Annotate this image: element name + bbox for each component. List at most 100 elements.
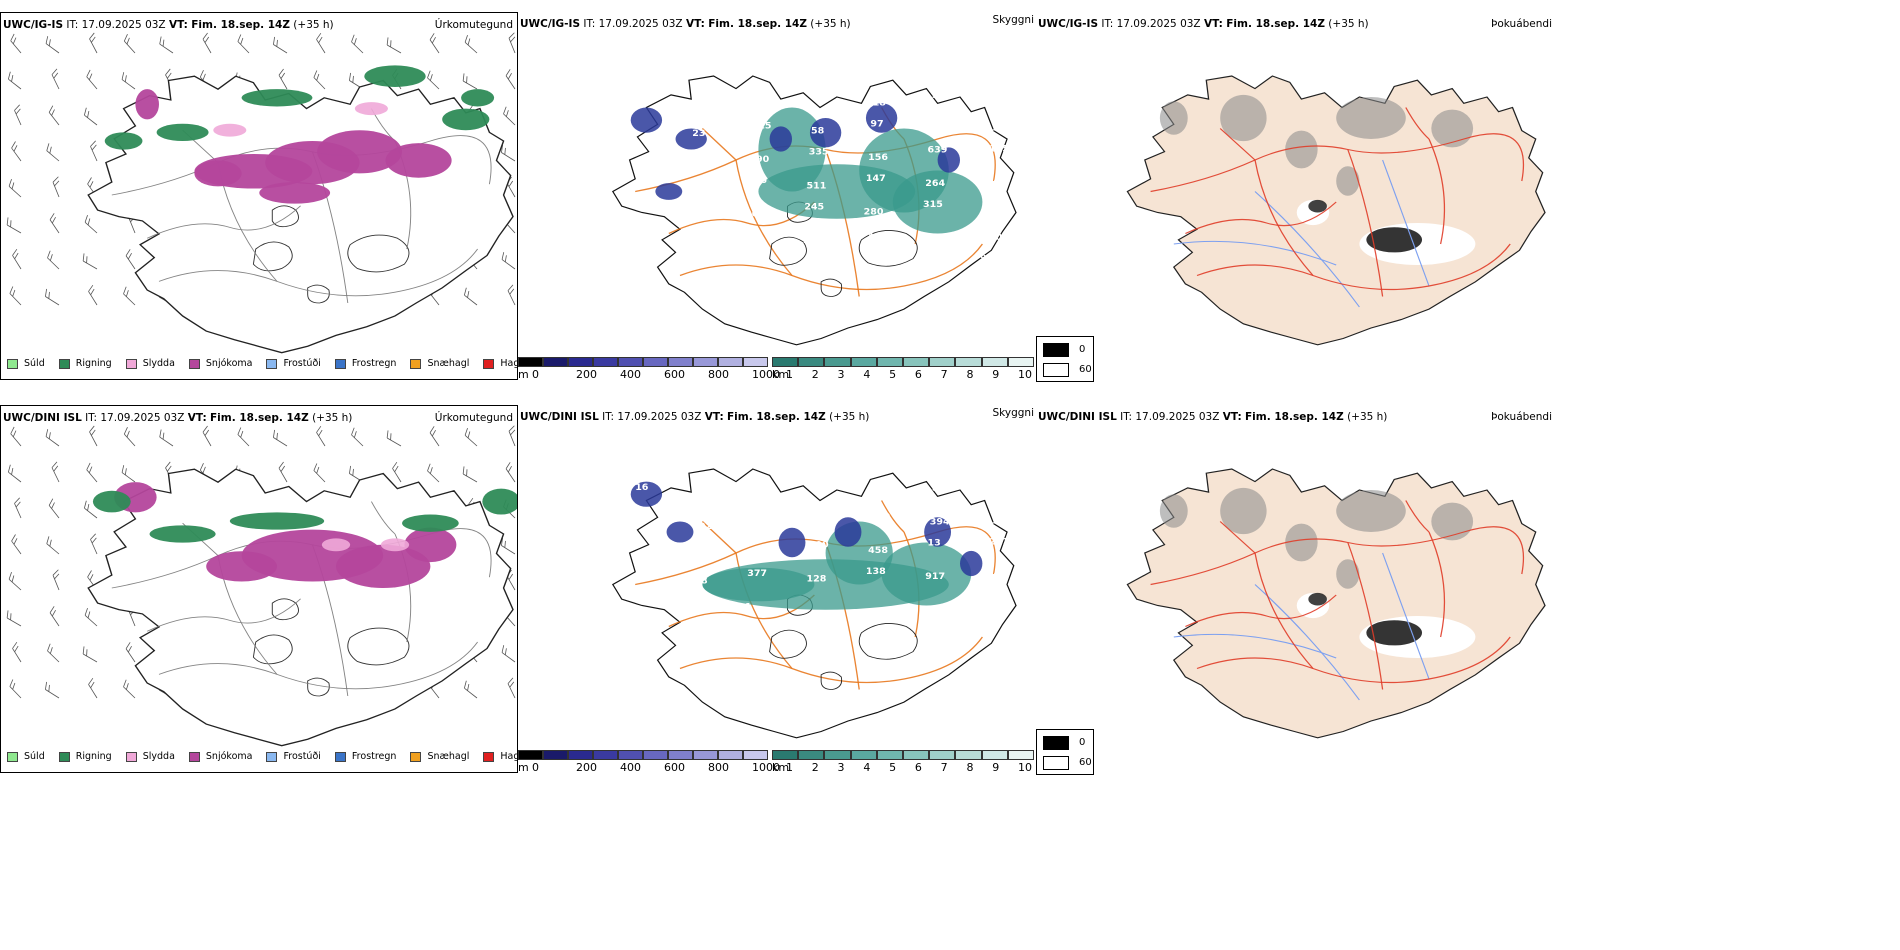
- colorbar-segment: [693, 357, 718, 367]
- precip-panel-row2: UWC/DINI ISL IT: 17.09.2025 03Z VT: Fim.…: [0, 405, 518, 773]
- colorbar-segment: [772, 750, 799, 760]
- cloud-value-label: 18: [873, 98, 886, 109]
- colorbar-unit: km: [772, 368, 790, 381]
- cloud-value-label: 44: [683, 237, 696, 248]
- colorbar-unit: km: [772, 761, 790, 774]
- colorbar-segment: [543, 357, 568, 367]
- precip-map-row1: [6, 32, 516, 354]
- colorbar-tick: 1: [786, 761, 793, 774]
- cloud-value-label: 394: [930, 517, 950, 528]
- legend-item-rigning: Rigning: [58, 751, 112, 762]
- colorbar-tick: 5: [889, 368, 897, 381]
- legend-item-frostregn: Frostregn: [334, 751, 396, 762]
- colorbar-tick: 0: [532, 761, 539, 774]
- cloud-value-label: 128: [807, 574, 827, 585]
- precip-map-row2: [6, 425, 517, 747]
- cloud-value-label: 318: [686, 204, 706, 215]
- colorbar-unit: m: [518, 368, 529, 381]
- legend-swatch: [334, 358, 346, 369]
- fog-legend-label: 0: [1079, 344, 1086, 355]
- colorbar-segment: [618, 357, 643, 367]
- legend-swatch: [125, 358, 137, 369]
- colorbar-tick: 4: [863, 368, 871, 381]
- fog-legend-label: 60: [1079, 364, 1092, 375]
- colorbar-segment: [568, 750, 593, 760]
- colorbar-tick: 2: [811, 761, 819, 774]
- colorbar-tick: 8: [966, 761, 974, 774]
- colorbar-tick: 7: [940, 761, 948, 774]
- cloud-value-label: 11: [861, 228, 874, 239]
- cloud-value-label: 77: [695, 95, 708, 106]
- cloud-value-label: 140: [930, 124, 950, 135]
- colorbar-tick: 200: [576, 761, 597, 774]
- cloud-value-label: 185: [989, 144, 1009, 155]
- panel-title: UWC/IG-IS IT: 17.09.2025 03Z VT: Fim. 18…: [3, 19, 334, 31]
- legend-swatch: [7, 751, 18, 762]
- colorbar-tick: 1: [786, 368, 793, 381]
- colorbar-segment: [929, 750, 956, 760]
- cloud-map-row1: 10 77 66 39 18 36 19 23 115 58 97 140 185 220 290 335 15…: [611, 75, 1017, 346]
- cloud-value-label: 221: [989, 537, 1009, 548]
- legend-item-snaehagl: Snæhagl: [410, 751, 469, 762]
- cloud-value-label: 216: [747, 175, 767, 186]
- colorbar-segment: [955, 357, 982, 367]
- panel-title: UWC/DINI ISL IT: 17.09.2025 03Z VT: Fim.…: [520, 411, 870, 423]
- cloud-value-label: 138: [866, 566, 886, 577]
- colorbar-unit: m: [518, 761, 529, 774]
- colorbar-segment: [955, 750, 982, 760]
- colorbar-tick: 1000: [752, 761, 780, 774]
- colorbar-tick: 10: [1018, 368, 1032, 381]
- cloud-value-label: 58: [811, 126, 824, 137]
- legend-item-rigning: Rigning: [58, 358, 112, 369]
- fog-map-row1: [1126, 75, 1546, 346]
- legend-item-snjokoma: Snjókoma: [188, 751, 253, 762]
- fog-panel-row2: UWC/DINI ISL IT: 17.09.2025 03Z VT: Fim.…: [1036, 405, 1556, 773]
- legend-label: Haglél: [500, 358, 518, 369]
- colorbar-segment: [718, 750, 743, 760]
- legend-label: Slydda: [142, 358, 175, 369]
- legend-item-haglel: Haglél: [483, 358, 518, 369]
- colorbar-tick: 5: [889, 761, 897, 774]
- cloud-value-label: 156: [868, 152, 888, 163]
- legend-item-snaehagl: Snæhagl: [410, 358, 469, 369]
- colorbar-tick: 400: [620, 761, 641, 774]
- cloud-value-label: 9: [980, 253, 987, 264]
- legend-item-slydda: Slydda: [125, 751, 175, 762]
- legend-label: Súld: [24, 751, 45, 762]
- cloud-value-label: 5: [695, 488, 702, 499]
- legend-label: Rigning: [75, 751, 112, 762]
- panel-title: UWC/IG-IS IT: 17.09.2025 03Z VT: Fim. 18…: [520, 18, 851, 30]
- cloud-value-label: 147: [749, 547, 769, 558]
- panel-title: UWC/IG-IS IT: 17.09.2025 03Z VT: Fim. 18…: [1038, 18, 1369, 30]
- colorbar-segment: [824, 750, 851, 760]
- legend-label: Súld: [24, 358, 45, 369]
- cloud-value-label: 97: [870, 119, 883, 130]
- cloud-value-label: 39: [813, 92, 826, 103]
- colorbar-tick: 600: [664, 368, 685, 381]
- colorbar-segment: [568, 357, 593, 367]
- colorbar-tick: 6: [914, 368, 922, 381]
- colorbar-tick: 10: [1018, 761, 1032, 774]
- cloud-value-label: 702: [692, 521, 712, 532]
- colorbar-segment: [518, 750, 543, 760]
- legend-swatch: [58, 358, 70, 369]
- cloud-value-label: 23: [692, 128, 705, 139]
- panel-kind-cloud: Skyggni: [992, 407, 1035, 419]
- fog-legend-label: 0: [1079, 737, 1086, 748]
- colorbar-segment: [743, 357, 768, 367]
- cloud-value-label: 1: [745, 602, 752, 613]
- legend-item-snjokoma: Snjókoma: [188, 358, 252, 369]
- legend-swatch: [410, 358, 422, 369]
- legend-label: Frostúði: [283, 358, 321, 369]
- visibility-colorbar-row2: km 1 2 3 4 5 6 7 8 9 10: [772, 750, 1034, 774]
- cloud-value-label: 16: [635, 482, 648, 493]
- panel-kind-cloud: Skyggni: [992, 14, 1035, 26]
- cloud-value-label: 79: [802, 235, 815, 246]
- fog-map-row2: [1126, 468, 1546, 739]
- colorbar-tick: 200: [576, 368, 597, 381]
- cloud-value-label: 13: [928, 538, 941, 549]
- legend-label: Snjókoma: [205, 751, 253, 762]
- legend-swatch: [188, 751, 200, 762]
- legend-item-suld: Súld: [7, 751, 45, 762]
- legend-swatch: [266, 751, 278, 762]
